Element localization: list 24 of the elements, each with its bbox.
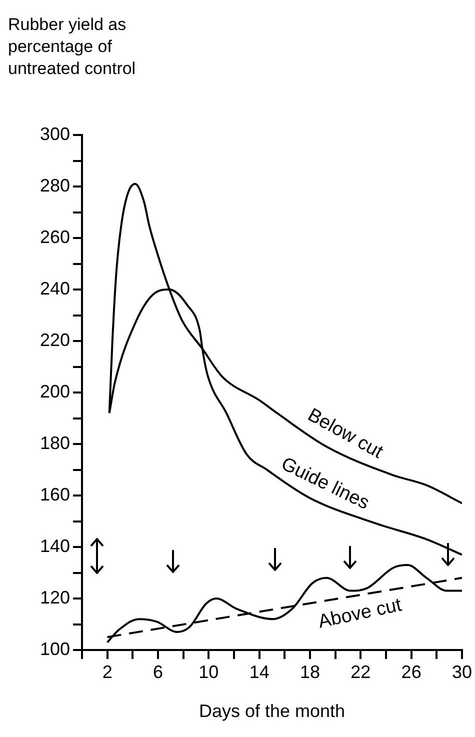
y-axis-title: Rubber yield as percentage of untreated control xyxy=(8,14,137,80)
y-tick-label: 120 xyxy=(40,587,70,608)
line-series xyxy=(106,564,462,644)
x-tick-label: 26 xyxy=(401,662,422,682)
x-tick-label: 30 xyxy=(452,662,472,682)
y-tick-label: 180 xyxy=(40,432,70,453)
x-tick-label: 2 xyxy=(102,662,112,682)
x-tick-label: 10 xyxy=(198,662,219,682)
x-tick-label: 14 xyxy=(249,662,270,682)
text: Above cut xyxy=(316,594,404,633)
text: Guide lines xyxy=(278,454,372,514)
x-tick-label: 6 xyxy=(152,662,164,682)
y-tick-label: 260 xyxy=(40,226,70,247)
y-tick-label: 220 xyxy=(40,330,70,350)
y-tick-label: 140 xyxy=(40,536,70,556)
y-tick-label: 300 xyxy=(40,124,70,144)
x-tick-label: 18 xyxy=(300,662,320,682)
x-tick-label: 22 xyxy=(350,662,371,682)
y-tick-label: 240 xyxy=(40,278,70,298)
y-tick-label: 160 xyxy=(40,484,70,504)
y-tick-label: 200 xyxy=(40,381,70,402)
y-tick-label: 280 xyxy=(40,175,70,196)
x-axis-title: Days of the month xyxy=(198,701,346,722)
y-tick-label: 100 xyxy=(40,638,70,659)
